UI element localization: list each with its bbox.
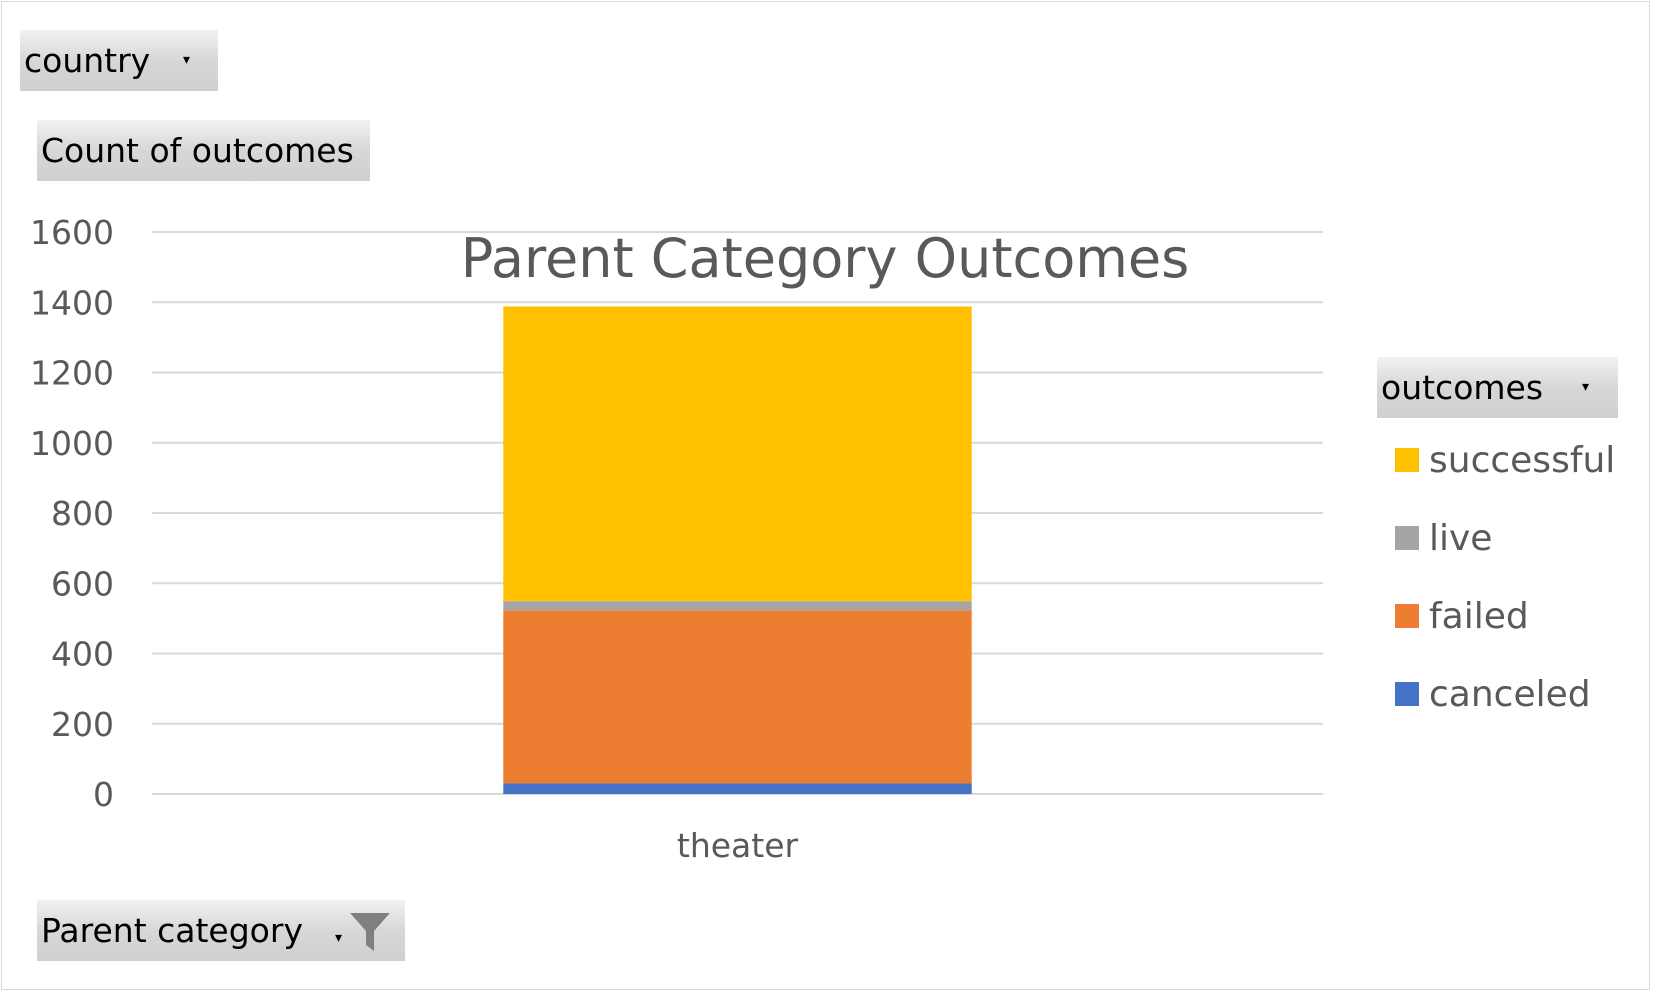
y-tick-label: 1200: [30, 354, 114, 393]
legend-label: failed: [1429, 595, 1529, 637]
y-tick-label: 1400: [30, 283, 114, 322]
legend-swatch: [1395, 604, 1419, 628]
filter-icon[interactable]: [349, 912, 391, 952]
values-field-label: Count of outcomes: [41, 131, 354, 170]
legend-label: live: [1429, 517, 1493, 559]
dropdown-arrow-icon[interactable]: ▾: [335, 930, 343, 946]
legend-label: canceled: [1429, 673, 1591, 715]
bar-segment-failed[interactable]: [503, 610, 972, 784]
country-filter-label: country: [24, 41, 151, 80]
legend-swatch: [1395, 526, 1419, 550]
legend-item-failed[interactable]: failed: [1395, 595, 1529, 637]
values-field-button[interactable]: Count of outcomes: [37, 120, 370, 181]
legend-field-button[interactable]: outcomes ▾: [1377, 357, 1618, 418]
y-tick-label: 600: [51, 564, 114, 603]
legend-field-label: outcomes: [1381, 368, 1544, 407]
bar-segment-successful[interactable]: [503, 306, 972, 602]
legend-item-canceled[interactable]: canceled: [1395, 673, 1591, 715]
dropdown-arrow-icon[interactable]: ▾: [1582, 379, 1590, 395]
legend-swatch: [1395, 682, 1419, 706]
x-tick-label: theater: [677, 826, 799, 865]
y-tick-label: 400: [51, 635, 114, 674]
dropdown-arrow-icon[interactable]: ▾: [183, 52, 191, 68]
y-tick-label: 1600: [30, 213, 114, 252]
legend-swatch: [1395, 448, 1419, 472]
y-tick-label: 800: [51, 494, 114, 533]
y-tick-label: 1000: [30, 424, 114, 463]
y-tick-label: 0: [93, 775, 114, 814]
bar-segment-live[interactable]: [503, 601, 972, 611]
bar-segment-canceled[interactable]: [503, 783, 972, 794]
legend-label: successful: [1429, 439, 1616, 481]
legend-item-live[interactable]: live: [1395, 517, 1493, 559]
y-tick-label: 200: [51, 705, 114, 744]
chart-title: Parent Category Outcomes: [461, 227, 1189, 290]
legend-item-successful[interactable]: successful: [1395, 439, 1616, 481]
axis-field-button[interactable]: Parent category ▾: [37, 900, 405, 961]
axis-field-label: Parent category: [41, 911, 303, 950]
country-filter-button[interactable]: country ▾: [20, 30, 218, 91]
